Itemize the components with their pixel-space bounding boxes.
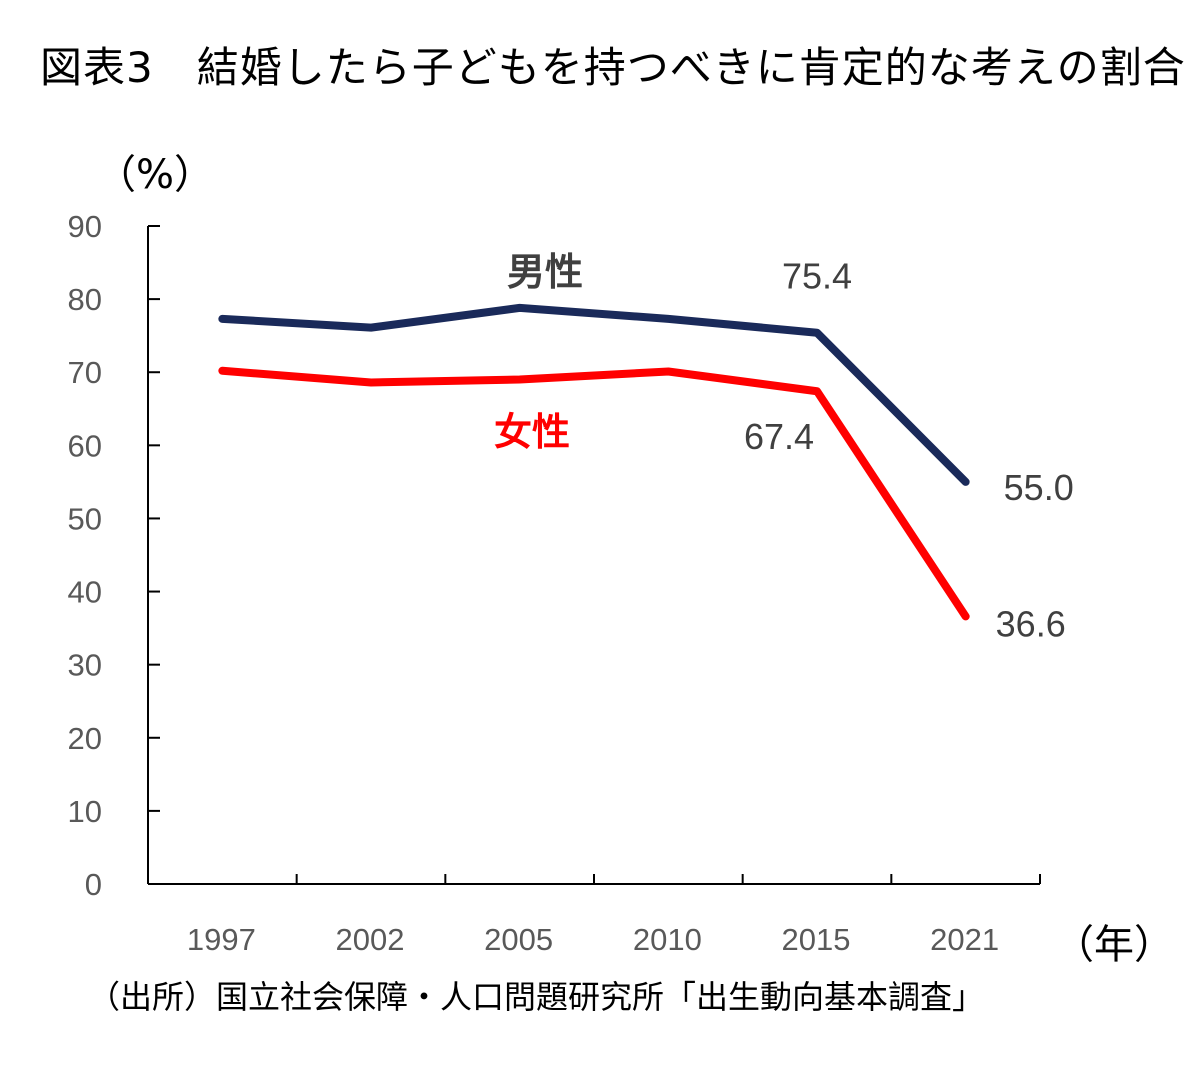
data-label: 36.6 [996,603,1066,644]
chart-title: 図表3 結婚したら子どもを持つべきに肯定的な考えの割合 [40,43,1186,92]
y-tick-label: 40 [68,575,102,610]
source-note: （出所）国立社会保障・人口問題研究所「出生動向基本調査」 [88,978,985,1016]
y-tick-label: 20 [68,721,102,756]
x-tick-label: 2002 [336,922,405,957]
series-line-female [218,366,970,621]
data-label: 75.4 [782,256,852,297]
y-tick-label: 10 [68,794,102,829]
y-tick-label: 60 [68,428,102,463]
y-tick-label: 50 [68,501,102,536]
series-label-female: 女性 [494,410,570,454]
y-tick-label: 90 [68,209,102,244]
series-label-male: 男性 [507,250,583,294]
x-tick-label: 1997 [187,922,256,957]
x-tick-label: 2015 [782,922,851,957]
x-tick-label: 2021 [930,922,999,957]
y-axis-unit: （%） [96,152,215,198]
y-tick-label: 80 [68,282,102,317]
y-tick-label: 30 [68,648,102,683]
x-tick-label: 2005 [484,922,553,957]
data-label: 55.0 [1004,467,1074,508]
x-axis-unit: （年） [1054,922,1174,968]
y-tick-label: 0 [85,867,102,902]
data-label: 67.4 [744,416,814,457]
x-tick-label: 2010 [633,922,702,957]
series-line-male [218,303,970,486]
y-tick-label: 70 [68,355,102,390]
